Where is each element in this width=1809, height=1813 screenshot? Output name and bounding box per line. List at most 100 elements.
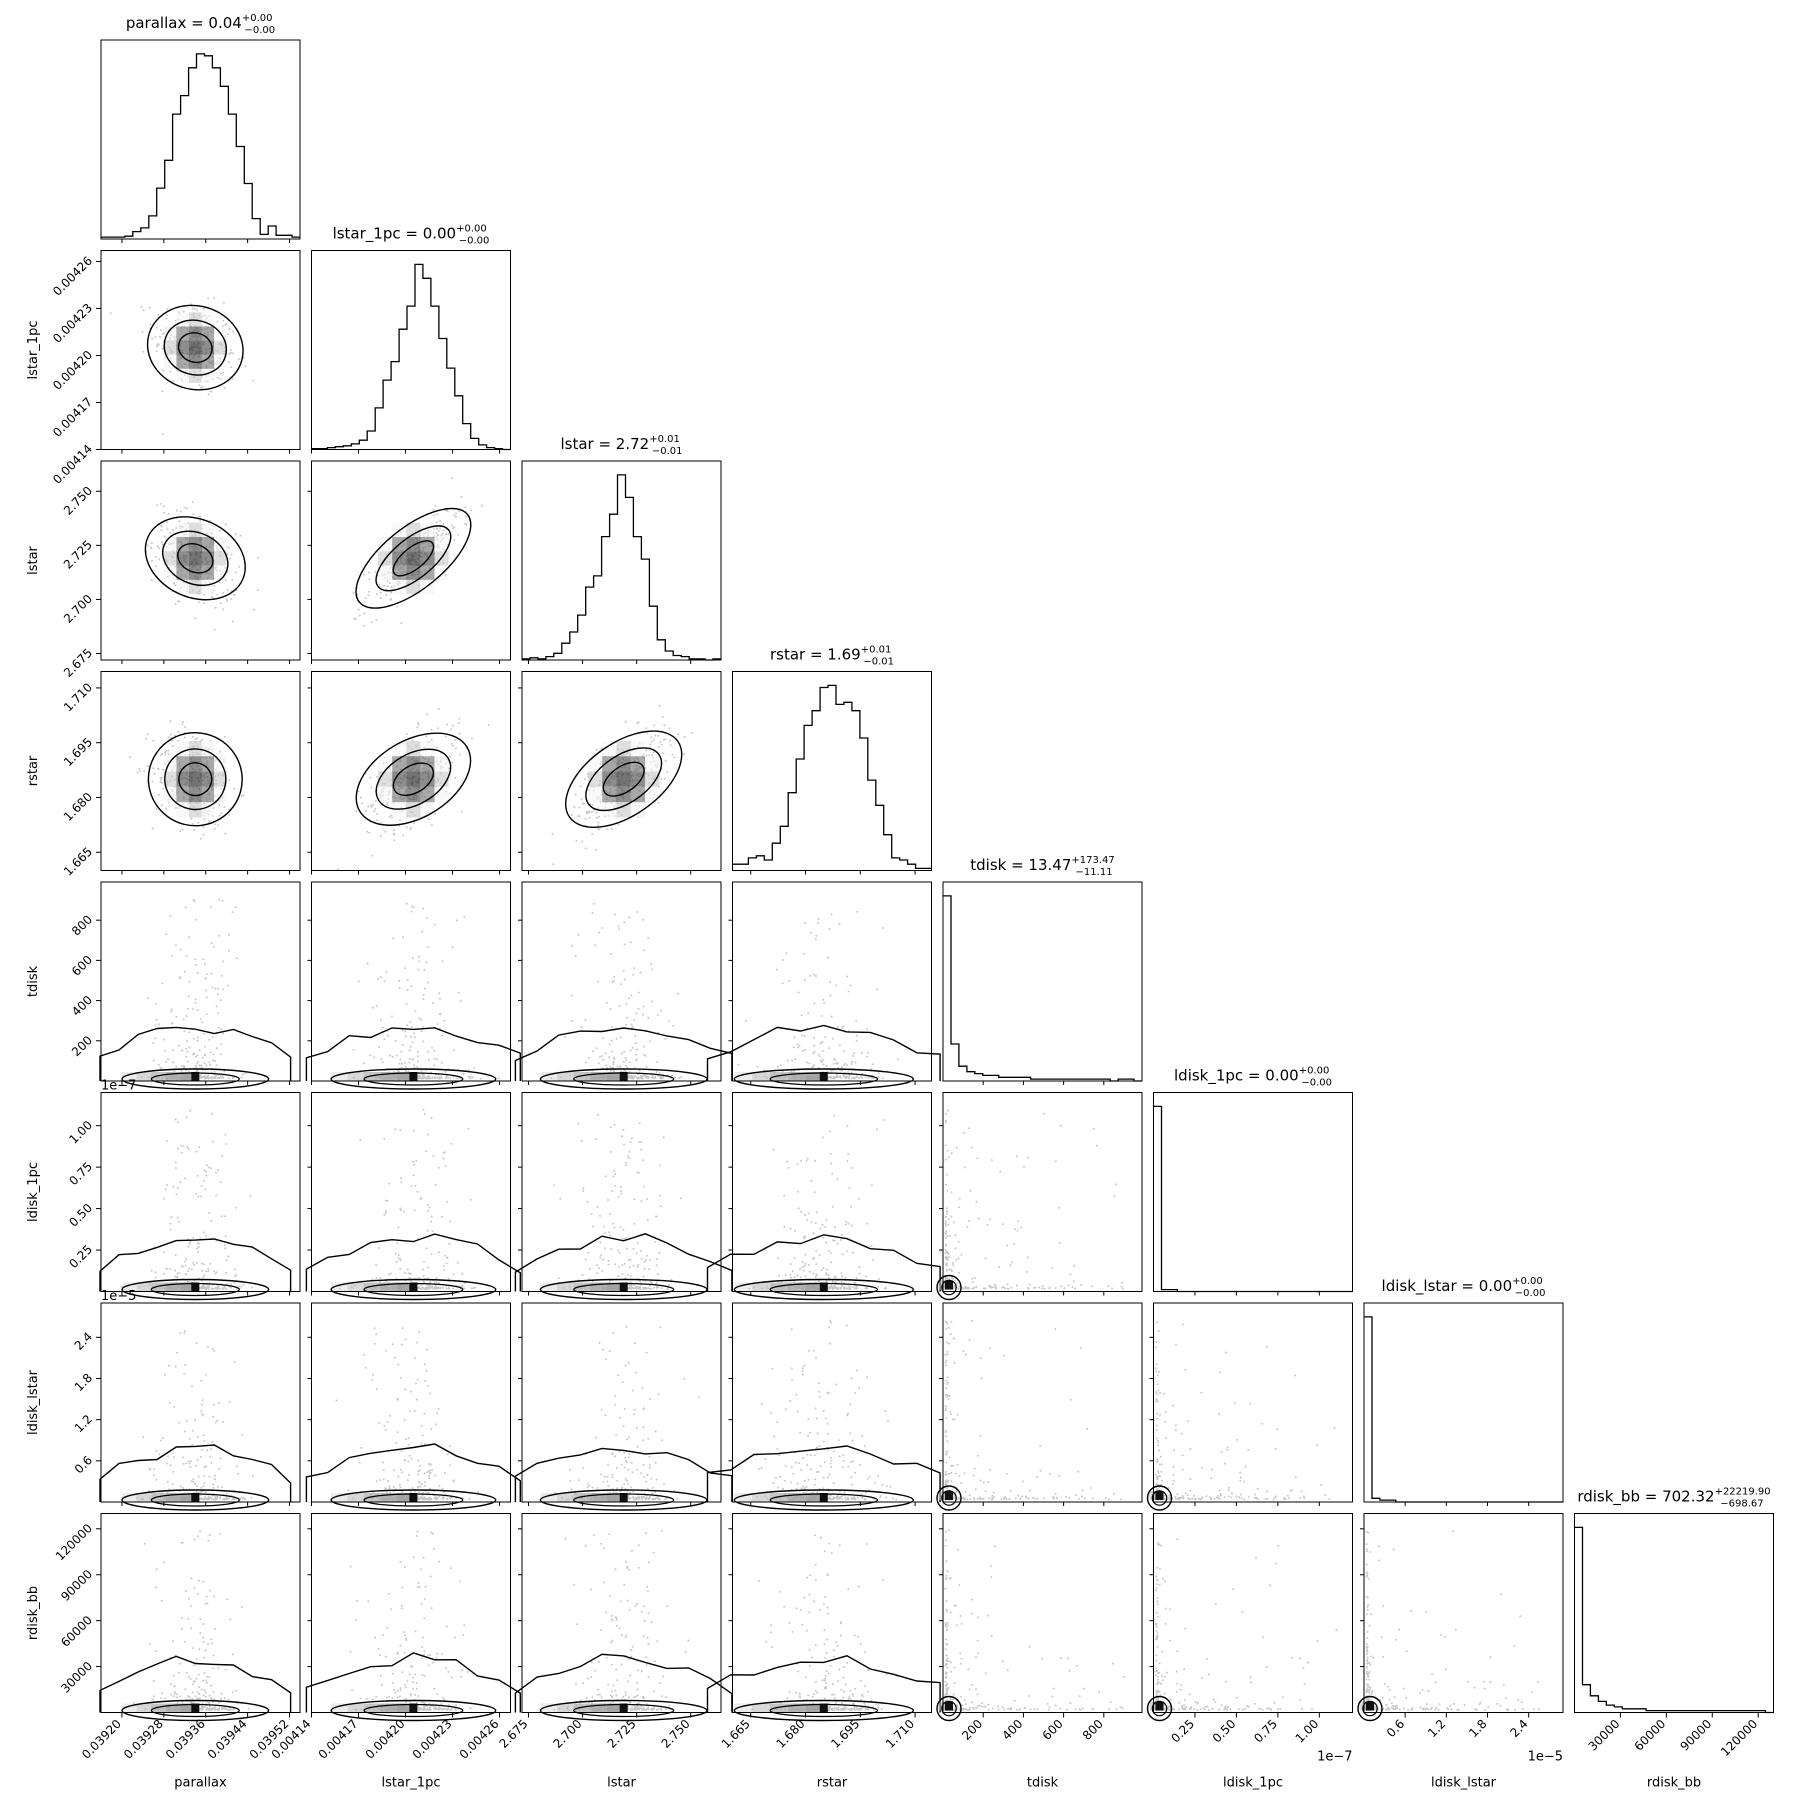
sample-point-13	[633, 967, 635, 969]
sample-point-176	[640, 1200, 642, 1202]
sample-point-143	[790, 1277, 792, 1279]
sample-point-267	[640, 1077, 642, 1079]
sample-point-295	[632, 1047, 634, 1049]
sample-point-98	[815, 1222, 817, 1224]
sample-point-296	[878, 1072, 880, 1074]
sample-point-184	[608, 1260, 610, 1262]
sample-point-286	[804, 1263, 806, 1265]
sample-point-108	[959, 1198, 961, 1200]
sample-point-228	[647, 1219, 649, 1221]
sample-point-262	[846, 976, 848, 978]
sample-point-22	[659, 1164, 661, 1166]
sample-point-49	[829, 981, 831, 983]
sample-point-31	[184, 1261, 186, 1263]
sample-point-163	[189, 1110, 191, 1112]
sample-point-94	[232, 352, 234, 354]
sample-point-84	[663, 1137, 665, 1139]
sample-point-49	[473, 1067, 475, 1069]
sample-point-109	[636, 911, 638, 913]
sample-point-27	[669, 740, 671, 742]
sample-point-296	[586, 811, 588, 813]
sample-point-130	[594, 944, 596, 946]
sample-point-298	[965, 1288, 967, 1290]
sample-point-231	[987, 1224, 989, 1226]
sample-point-220	[945, 1121, 947, 1123]
sample-point-178	[427, 982, 429, 984]
sample-point-161	[407, 989, 409, 991]
sample-point-149	[684, 736, 686, 738]
sample-point-224	[417, 1055, 419, 1057]
sample-point-199	[955, 1234, 957, 1236]
sample-point-180	[813, 1272, 815, 1274]
sample-point-210	[945, 1223, 947, 1225]
density-block	[420, 741, 434, 756]
sample-point-216	[985, 1288, 987, 1290]
sample-point-159	[952, 1278, 954, 1280]
sample-point-123	[446, 1257, 448, 1259]
sample-point-9	[627, 1155, 629, 1157]
sample-point-58	[1080, 1284, 1082, 1286]
sample-point-52	[218, 1027, 220, 1029]
sample-point-237	[598, 1062, 600, 1064]
sample-point-161	[602, 1037, 604, 1039]
sample-point-288	[633, 1077, 635, 1079]
sample-point-253	[161, 804, 163, 806]
sample-point-260	[218, 899, 220, 901]
sample-point-165	[638, 1141, 640, 1143]
sample-point-14	[808, 1062, 810, 1064]
sample-point-141	[193, 1052, 195, 1054]
sample-point-176	[192, 823, 194, 825]
sample-point-270	[897, 1058, 899, 1060]
sample-point-274	[355, 810, 357, 812]
sample-point-150	[629, 1061, 631, 1063]
sample-point-43	[407, 1269, 409, 1271]
sample-point-149	[678, 1077, 680, 1079]
sample-point-154	[790, 1263, 792, 1265]
sample-point-137	[814, 1191, 816, 1193]
title-ldisk_1pc: ldisk_1pc = 0.00+0.00−0.00	[1174, 1066, 1332, 1089]
sample-point-232	[812, 1232, 814, 1234]
sample-point-89	[380, 1058, 382, 1060]
sample-point-78	[412, 1042, 414, 1044]
sample-point-287	[642, 1288, 644, 1290]
sample-point-132	[809, 975, 811, 977]
sample-point-221	[212, 1141, 214, 1143]
sample-point-291	[195, 1056, 197, 1058]
sample-point-179	[398, 1063, 400, 1065]
sample-point-206	[612, 1223, 614, 1225]
panel-frame	[522, 461, 721, 660]
sample-point-168	[188, 937, 190, 939]
sample-point-217	[581, 1026, 583, 1028]
sample-point-275	[225, 1288, 227, 1290]
sample-point-296	[218, 1077, 220, 1079]
sample-point-251	[232, 331, 234, 333]
sample-point-6	[614, 1173, 616, 1175]
sample-point-229	[457, 1262, 459, 1264]
sample-point-234	[389, 582, 391, 584]
sample-point-53	[158, 768, 160, 770]
sample-point-248	[149, 307, 151, 309]
sample-point-113	[429, 1281, 431, 1283]
sample-point-125	[414, 1185, 416, 1187]
sample-point-139	[201, 1021, 203, 1023]
sample-point-242	[228, 353, 230, 355]
sample-point-239	[196, 309, 198, 311]
sample-point-290	[376, 593, 378, 595]
y-tick-label-ldisk_1pc: 1.00	[66, 1118, 95, 1147]
sample-point-244	[157, 314, 159, 316]
sample-point-85	[621, 1273, 623, 1275]
sample-point-73	[804, 1254, 806, 1256]
sample-point-173	[143, 770, 145, 772]
sample-point-185	[184, 1177, 186, 1179]
sample-point-230	[372, 1007, 374, 1009]
sample-point-264	[152, 780, 154, 782]
y-axis-label-lstar_1pc: lstar_1pc	[26, 321, 41, 380]
sample-point-24	[564, 1036, 566, 1038]
sample-point-92	[829, 995, 831, 997]
sample-point-47	[235, 533, 237, 535]
sample-point-100	[1017, 1230, 1019, 1232]
sample-point-45	[661, 1287, 663, 1289]
sample-point-259	[195, 964, 197, 966]
panel-rstar-lstar	[518, 672, 721, 875]
